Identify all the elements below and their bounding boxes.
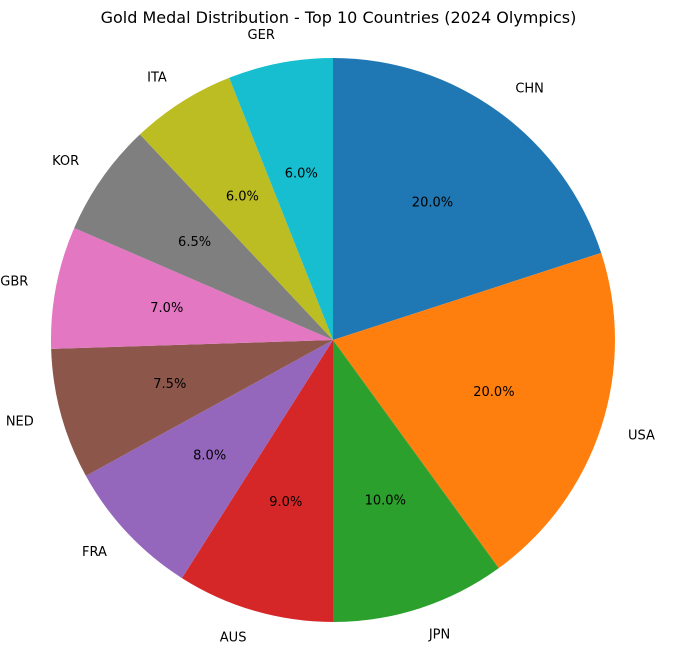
slice-percent-aus: 9.0% [269, 495, 302, 510]
pie-slices [51, 58, 615, 622]
slice-percent-gbr: 7.0% [150, 301, 183, 316]
pie-slice-chn [333, 58, 602, 340]
slice-label-usa: USA [628, 428, 655, 443]
pie-slice-gbr [51, 228, 333, 349]
pie-labels: CHN 20.0% USA 20.0% JPN 10.0% AUS 9.0% FRA 8.0% NE… [0, 28, 655, 646]
slice-label-gbr: GBR [0, 274, 28, 289]
slice-percent-ita: 6.0% [226, 190, 259, 205]
pie-slice-fra [85, 340, 333, 579]
slice-percent-usa: 20.0% [473, 385, 514, 400]
slice-percent-chn: 20.0% [412, 196, 453, 211]
slice-percent-ger: 6.0% [285, 166, 318, 181]
slice-percent-jpn: 10.0% [365, 493, 406, 508]
pie-slice-ger [229, 58, 333, 340]
slice-percent-ned: 7.5% [153, 377, 186, 392]
slice-label-ned: NED [6, 414, 34, 429]
slice-label-chn: CHN [515, 82, 544, 97]
slice-label-fra: FRA [82, 545, 107, 560]
slice-label-aus: AUS [220, 630, 247, 645]
slice-label-jpn: JPN [428, 628, 450, 643]
pie-slice-ita [139, 77, 333, 340]
slice-label-ita: ITA [147, 71, 167, 86]
pie-slice-ned [51, 340, 333, 476]
pie-slice-usa [333, 252, 615, 569]
pie-slice-jpn [333, 340, 499, 622]
pie-slice-kor [74, 134, 333, 340]
pie-slice-aus [181, 340, 333, 622]
slice-percent-fra: 8.0% [193, 448, 226, 463]
slice-label-ger: GER [248, 28, 275, 43]
slice-percent-kor: 6.5% [178, 235, 211, 250]
chart-title: Gold Medal Distribution - Top 10 Countri… [100, 8, 577, 27]
slice-label-kor: KOR [52, 154, 79, 169]
